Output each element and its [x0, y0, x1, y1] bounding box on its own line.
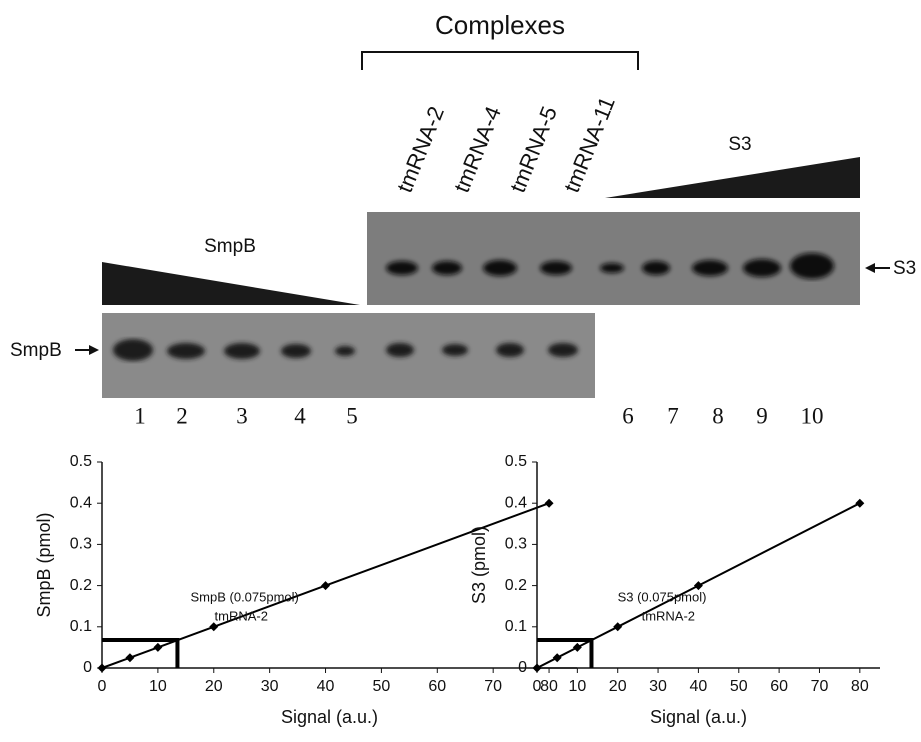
- smpb-wedge: [102, 262, 360, 305]
- lane-number: 8: [712, 403, 724, 428]
- lane-label: tmRNA-5: [505, 103, 562, 196]
- y-tick-label: 0.4: [505, 494, 527, 511]
- point: [209, 622, 219, 632]
- point: [552, 653, 562, 663]
- trend-line: [536, 502, 861, 669]
- lane-number: 4: [294, 403, 306, 428]
- y-tick-label: 0.3: [505, 536, 527, 553]
- lane-label: tmRNA-11: [559, 93, 620, 196]
- y-tick-label: 0: [83, 659, 92, 676]
- lane-number: 2: [176, 403, 188, 428]
- trend-line: [101, 502, 550, 669]
- lane-number: 6: [622, 403, 634, 428]
- lane-number: 1: [134, 403, 146, 428]
- lane-label: tmRNA-4: [449, 103, 506, 196]
- x-tick-label: 40: [317, 678, 335, 695]
- lane-number: 3: [236, 403, 248, 428]
- x-tick-label: 80: [540, 678, 558, 695]
- wedge-label: SmpB: [204, 236, 256, 257]
- y-axis-title: SmpB (pmol): [34, 512, 54, 617]
- x-tick-label: 10: [149, 678, 167, 695]
- lane-label: tmRNA-2: [392, 103, 449, 196]
- point: [97, 663, 107, 673]
- annotation: tmRNA-2: [215, 608, 268, 623]
- point: [613, 622, 623, 632]
- annotation: S3 (0.075pmol): [618, 589, 707, 604]
- lane-number: 9: [756, 403, 768, 428]
- x-axis-title: Signal (a.u.): [650, 707, 747, 727]
- point: [572, 642, 582, 652]
- y-tick-label: 0.5: [505, 453, 527, 470]
- y-tick-label: 0.1: [70, 618, 92, 635]
- x-tick-label: 50: [373, 678, 391, 695]
- y-axis-title: S3 (pmol): [469, 526, 489, 604]
- point: [125, 653, 135, 663]
- x-tick-label: 40: [690, 678, 708, 695]
- point: [693, 581, 703, 591]
- x-tick-label: 60: [770, 678, 788, 695]
- annotation: tmRNA-2: [642, 608, 695, 623]
- wedge-label: S3: [728, 134, 751, 155]
- x-tick-label: 10: [568, 678, 586, 695]
- x-axis-title: Signal (a.u.): [281, 707, 378, 727]
- x-tick-label: 0: [533, 678, 542, 695]
- point: [532, 663, 542, 673]
- x-tick-label: 20: [609, 678, 627, 695]
- y-tick-label: 0.4: [70, 494, 92, 511]
- s3-wedge: [605, 157, 860, 198]
- lane-number: 5: [346, 403, 358, 428]
- y-tick-label: 0: [518, 659, 527, 676]
- x-tick-label: 30: [649, 678, 667, 695]
- point: [153, 642, 163, 652]
- y-tick-label: 0.2: [505, 577, 527, 594]
- s3-bands: [386, 253, 834, 279]
- y-tick-label: 0.2: [70, 577, 92, 594]
- point: [544, 498, 554, 508]
- y-tick-label: 0.1: [505, 618, 527, 635]
- x-tick-label: 30: [261, 678, 279, 695]
- lane-labels: tmRNA-2 tmRNA-4 tmRNA-5 tmRNA-11: [392, 93, 620, 196]
- x-tick-label: 0: [98, 678, 107, 695]
- arrow-head: [89, 345, 99, 355]
- point: [321, 581, 331, 591]
- x-tick-label: 60: [428, 678, 446, 695]
- arrow-head: [865, 263, 875, 273]
- x-tick-label: 80: [851, 678, 869, 695]
- smpb-bands: [113, 339, 578, 361]
- lane-number: 10: [801, 403, 824, 428]
- annotation: SmpB (0.075pmol): [191, 589, 299, 604]
- y-tick-label: 0.3: [70, 536, 92, 553]
- complexes-label: Complexes: [435, 10, 565, 40]
- x-tick-label: 70: [484, 678, 502, 695]
- band-label: SmpB: [10, 340, 62, 361]
- x-tick-label: 70: [811, 678, 829, 695]
- y-tick-label: 0.5: [70, 453, 92, 470]
- x-tick-label: 50: [730, 678, 748, 695]
- lane-number: 7: [667, 403, 679, 428]
- s3-blot: [367, 212, 860, 305]
- band-label: S3: [893, 258, 916, 279]
- x-tick-label: 20: [205, 678, 223, 695]
- point: [855, 498, 865, 508]
- lane-numbers: 1 2 3 4 5 6 7 8 9 10: [134, 403, 823, 428]
- bracket: [361, 51, 639, 70]
